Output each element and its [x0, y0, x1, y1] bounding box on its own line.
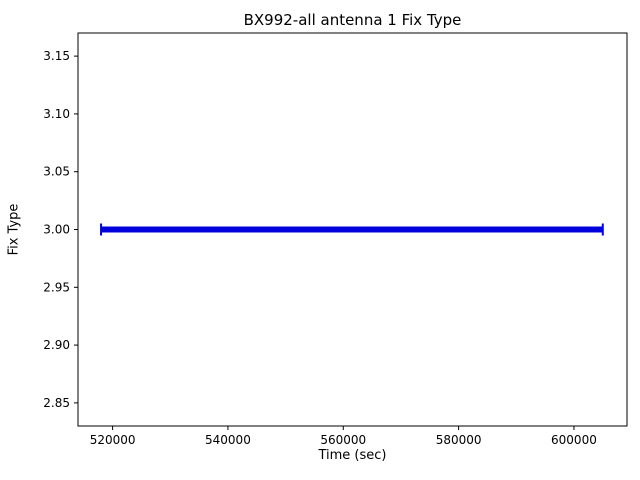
- x-axis-label: Time (sec): [318, 448, 387, 463]
- y-tick-label: 2.90: [43, 338, 70, 352]
- x-tick-label: 560000: [320, 433, 366, 447]
- x-tick-label: 520000: [90, 433, 136, 447]
- x-tick-label: 540000: [205, 433, 251, 447]
- y-tick-label: 3.10: [43, 107, 70, 121]
- y-tick-label: 3.00: [43, 223, 70, 237]
- x-tick-label: 580000: [436, 433, 482, 447]
- y-tick-label: 3.05: [43, 165, 70, 179]
- y-tick-label: 3.15: [43, 49, 70, 63]
- y-axis-label: Fix Type: [6, 203, 22, 256]
- y-tick-label: 2.85: [43, 396, 70, 410]
- y-tick-label: 2.95: [43, 280, 70, 294]
- chart-title: BX992-all antenna 1 Fix Type: [243, 11, 462, 29]
- x-tick-label: 600000: [551, 433, 597, 447]
